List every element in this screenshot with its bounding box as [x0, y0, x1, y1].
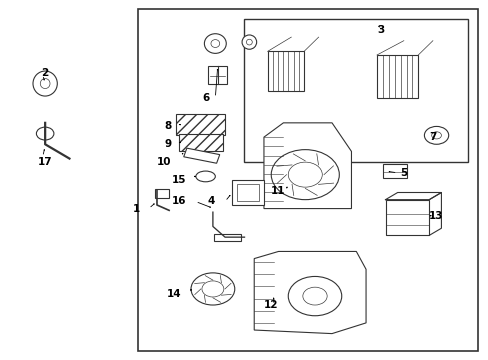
Text: 1: 1 — [132, 203, 140, 213]
Text: 6: 6 — [202, 93, 209, 103]
Bar — [154, 189, 169, 198]
Bar — [207, 66, 227, 84]
Bar — [176, 114, 224, 135]
Circle shape — [191, 273, 234, 305]
Text: 5: 5 — [399, 168, 407, 178]
Bar — [179, 134, 222, 152]
Circle shape — [302, 287, 326, 305]
Polygon shape — [254, 251, 366, 334]
Bar — [183, 148, 219, 163]
Bar — [267, 51, 304, 91]
Text: 7: 7 — [428, 132, 436, 142]
Circle shape — [36, 127, 54, 140]
Bar — [213, 234, 240, 241]
Circle shape — [287, 276, 341, 316]
Text: 17: 17 — [38, 157, 52, 167]
Text: 3: 3 — [376, 25, 384, 35]
Ellipse shape — [40, 78, 50, 89]
Bar — [376, 55, 417, 98]
Ellipse shape — [204, 34, 226, 53]
Polygon shape — [264, 123, 351, 208]
Text: 8: 8 — [164, 121, 171, 131]
Text: 4: 4 — [207, 197, 215, 206]
Bar — [385, 200, 428, 235]
Circle shape — [287, 162, 322, 187]
Bar — [137, 9, 477, 351]
Text: 16: 16 — [171, 197, 186, 206]
Circle shape — [271, 150, 339, 200]
Ellipse shape — [242, 35, 256, 49]
Text: 15: 15 — [171, 175, 186, 185]
Ellipse shape — [246, 39, 252, 45]
Bar — [382, 164, 407, 178]
Text: 10: 10 — [157, 157, 171, 167]
Ellipse shape — [210, 40, 219, 48]
Text: 13: 13 — [428, 211, 443, 221]
Text: 9: 9 — [164, 139, 171, 149]
Ellipse shape — [196, 171, 215, 182]
Text: 14: 14 — [166, 289, 181, 299]
Text: 2: 2 — [41, 68, 49, 78]
Ellipse shape — [33, 71, 57, 96]
Circle shape — [202, 281, 224, 297]
Bar — [232, 180, 264, 205]
Text: 12: 12 — [264, 300, 278, 310]
Text: 11: 11 — [271, 186, 285, 196]
Bar — [237, 184, 259, 202]
Bar — [244, 19, 467, 162]
Circle shape — [424, 126, 448, 144]
Circle shape — [431, 132, 441, 139]
